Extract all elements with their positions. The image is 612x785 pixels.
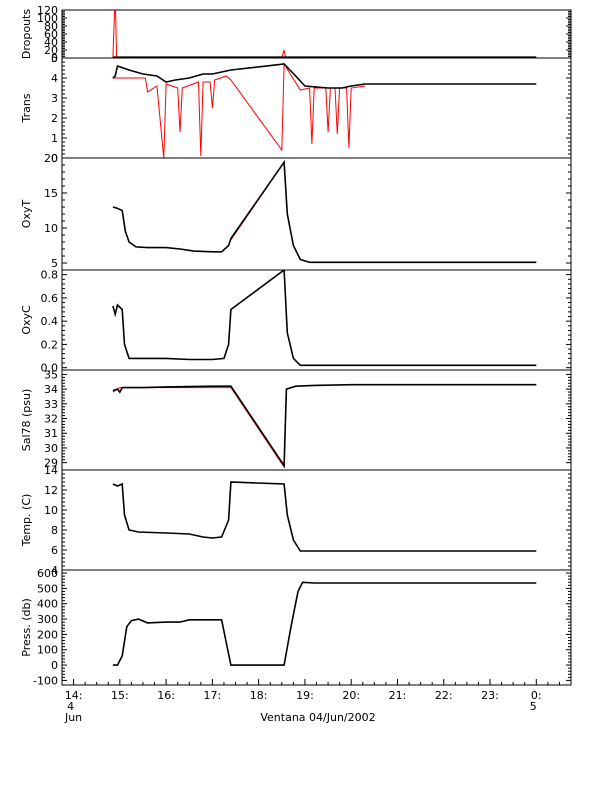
panel-frame (61, 9, 572, 59)
y-axis-label: Dropouts (20, 9, 33, 59)
y-tick-label: 29 (44, 457, 58, 470)
y-tick-label: 5 (51, 52, 58, 65)
flagged-series-line (112, 387, 287, 469)
y-tick-label: 6 (51, 544, 58, 557)
panel-frame (61, 469, 572, 571)
y-tick-label: 8 (51, 524, 58, 537)
data-series-line (112, 63, 537, 89)
y-tick-label: 100 (37, 644, 58, 657)
panel-frame (61, 569, 572, 686)
y-tick-label: 34 (44, 383, 58, 396)
y-tick-label: -100 (33, 674, 58, 687)
y-tick-label: 33 (44, 398, 58, 411)
y-tick-label: 30 (44, 442, 58, 455)
chart-panels: 020406080100120Dropouts012345Trans510152… (20, 4, 572, 687)
x-tick-label: 0: (531, 689, 542, 702)
y-tick-label: 20 (44, 152, 58, 165)
y-tick-label: 10 (44, 504, 58, 517)
panel-6: -100 0 100 200 300 400 500 600 Press. (db) (20, 567, 572, 687)
y-tick-label: 15 (44, 187, 58, 200)
y-axis-label: Press. (db) (20, 598, 33, 657)
y-tick-label: 60 (44, 28, 58, 41)
x-tick-label: 14: (65, 689, 83, 702)
y-tick-label: 32 (44, 413, 58, 426)
y-tick-label: 0 (51, 52, 58, 65)
y-tick-label: 31 (44, 427, 58, 440)
panel-frame (61, 157, 572, 271)
x-tick-month-label: Jun (64, 711, 82, 724)
panel-3: 0.0 0.2 0.4 0.6 0.8 OxyC (20, 269, 572, 375)
y-tick-label: 5 (51, 257, 58, 270)
y-tick-label: 4 (51, 564, 58, 577)
y-tick-label: 40 (44, 36, 58, 49)
panel-5: 4 6 8 10 12 14 Temp. (C) (20, 464, 572, 577)
data-series-line (112, 270, 537, 367)
data-series-line (112, 481, 537, 552)
panel-2: 5 10 15 20 OxyT (20, 152, 572, 271)
x-tick-label: 19: (296, 689, 314, 702)
y-tick-label: 12 (44, 484, 58, 497)
y-axis-label: Sal78 (psu) (20, 389, 33, 452)
data-series-line (112, 383, 537, 469)
data-series-line (112, 581, 537, 666)
x-tick-label: 17: (204, 689, 222, 702)
y-tick-label: 500 (37, 582, 58, 595)
y-tick-label: 0 (51, 152, 58, 165)
y-axis-label: Trans (20, 93, 33, 123)
y-tick-label: 1 (51, 132, 58, 145)
y-tick-label: 35 (44, 368, 58, 381)
y-axis-label: OxyT (20, 200, 33, 229)
y-axis-label: Temp. (C) (20, 494, 33, 548)
y-tick-label: 2 (51, 112, 58, 125)
panel-frame (61, 269, 572, 371)
y-tick-label: 0.0 (41, 362, 59, 375)
x-tick-label: 23: (481, 689, 499, 702)
x-axis-caption: Ventana 04/Jun/2002 (260, 711, 375, 724)
y-tick-label: 80 (44, 20, 58, 33)
flagged-series-line (112, 10, 286, 58)
y-tick-label: 300 (37, 613, 58, 626)
y-tick-label: 100 (37, 12, 58, 25)
y-tick-label: 400 (37, 598, 58, 611)
x-tick-label: 18: (250, 689, 268, 702)
y-tick-label: 120 (37, 4, 58, 17)
x-tick-label: 22: (435, 689, 453, 702)
data-series-line (112, 159, 537, 264)
x-tick-day-label: 5 (530, 700, 537, 713)
y-tick-label: 200 (37, 628, 58, 641)
flagged-series-line (112, 62, 366, 158)
y-tick-label: 0.6 (41, 292, 59, 305)
x-tick-label: 21: (389, 689, 407, 702)
y-tick-label: 0.4 (41, 315, 59, 328)
y-tick-label: 14 (44, 464, 58, 477)
y-tick-label: 600 (37, 567, 58, 580)
y-axis-label: OxyC (20, 305, 33, 335)
y-tick-label: 20 (44, 44, 58, 57)
x-tick-day-label: 4 (67, 700, 74, 713)
y-tick-label: 0.8 (41, 269, 59, 282)
y-tick-label: 0 (51, 659, 58, 672)
panel-1: 0 1 2 3 4 5 Trans (20, 52, 572, 165)
y-tick-label: 3 (51, 92, 58, 105)
y-tick-label: 10 (44, 222, 58, 235)
x-tick-label: 20: (342, 689, 360, 702)
y-tick-label: 4 (51, 72, 58, 85)
x-tick-label: 15: (111, 689, 129, 702)
x-tick-label: 16: (157, 689, 175, 702)
y-tick-label: 0.2 (41, 338, 59, 351)
